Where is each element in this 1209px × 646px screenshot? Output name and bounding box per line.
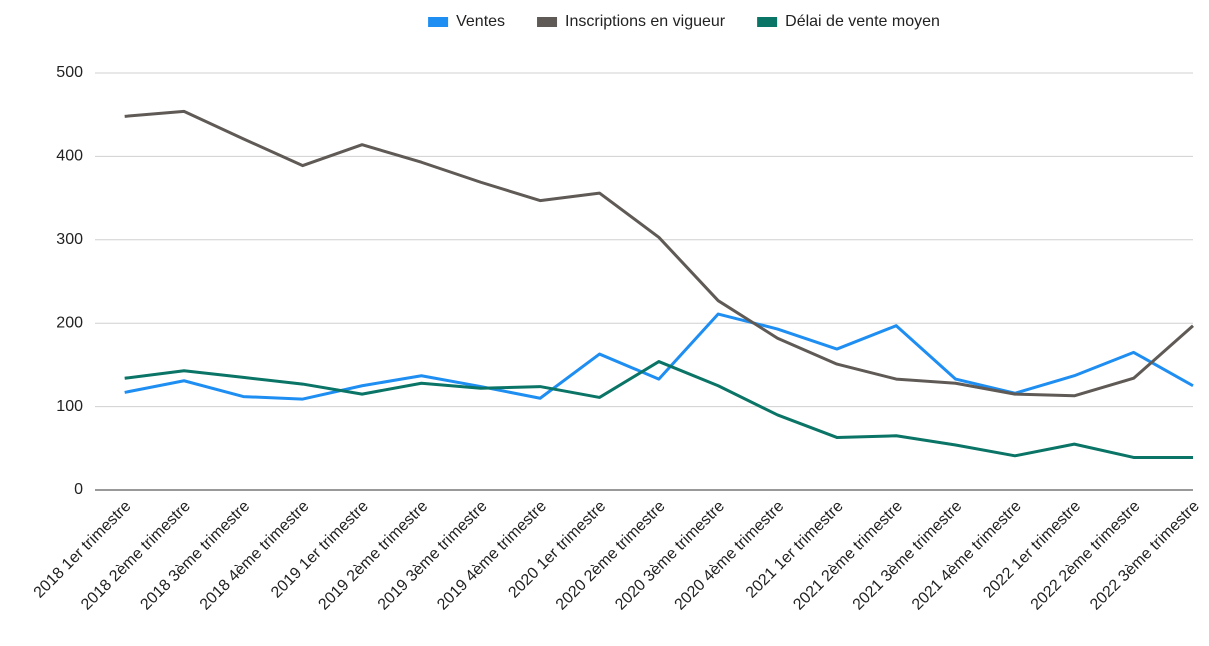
x-tick-label: 2020 3ème trimestre xyxy=(612,498,728,614)
x-tick-label: 2018 3ème trimestre xyxy=(137,498,253,614)
x-tick-label: 2019 3ème trimestre xyxy=(375,498,491,614)
x-tick-label: 2018 4ème trimestre xyxy=(197,498,313,614)
x-tick-label: 2021 2ème trimestre xyxy=(790,498,906,614)
legend: Ventes Inscriptions en vigueur Délai de ve… xyxy=(428,13,940,30)
x-tick-label: 2020 2ème trimestre xyxy=(553,498,669,614)
x-tick-label: 2019 2ème trimestre xyxy=(315,498,431,614)
line-series xyxy=(124,109,1194,398)
y-tick-label: 400 xyxy=(56,148,83,165)
y-tick-label: 0 xyxy=(74,481,83,498)
legend-label: Délai de vente moyen xyxy=(785,13,940,30)
x-tick-label: 2020 4ème trimestre xyxy=(672,498,788,614)
x-tick-label: 2022 2ème trimestre xyxy=(1028,498,1144,614)
y-tick-label: 200 xyxy=(56,314,83,331)
x-tick-label: 2019 4ème trimestre xyxy=(434,498,550,614)
legend-swatch xyxy=(428,17,449,27)
y-tick-label: 500 xyxy=(56,64,83,81)
legend-label: Ventes xyxy=(456,13,505,30)
x-tick-label: 2021 3ème trimestre xyxy=(850,498,966,614)
legend-swatch xyxy=(537,17,558,27)
x-tick-label: 2018 2ème trimestre xyxy=(78,498,194,614)
x-tick-label: 2022 3ème trimestre xyxy=(1087,498,1203,614)
legend-label: Inscriptions en vigueur xyxy=(565,13,726,30)
line-series xyxy=(124,312,1194,401)
y-tick-label: 300 xyxy=(56,231,83,248)
line-series xyxy=(124,360,1193,459)
y-tick-label: 100 xyxy=(56,398,83,415)
x-tick-label: 2021 4ème trimestre xyxy=(909,498,1025,614)
x-tick-label: 2018 1er trimestre xyxy=(31,498,135,602)
legend-swatch xyxy=(757,17,778,27)
